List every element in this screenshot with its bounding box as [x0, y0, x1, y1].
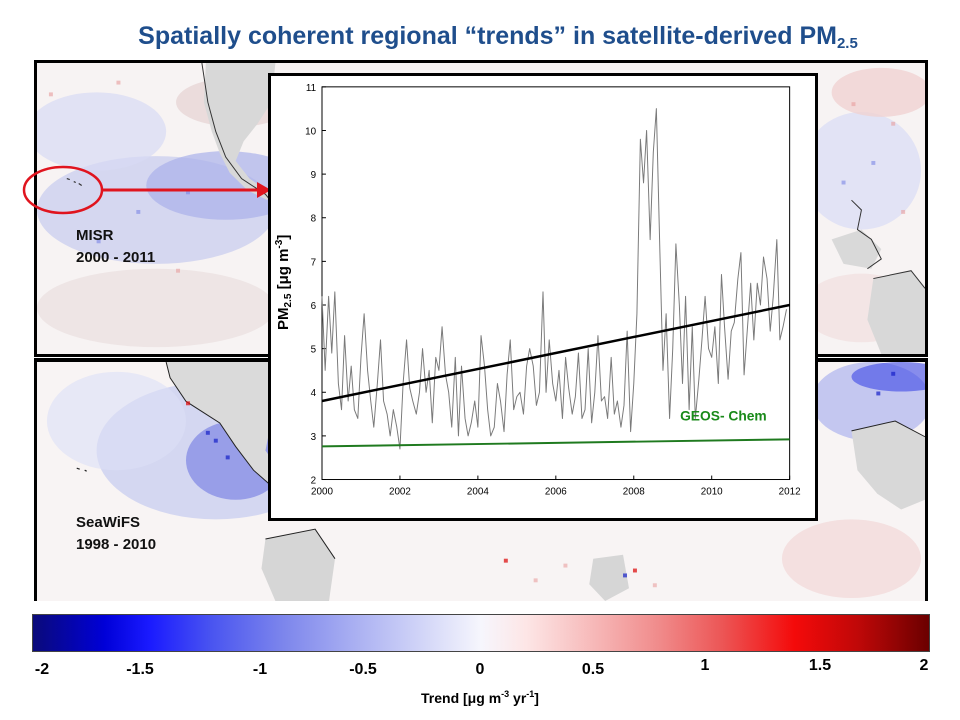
y-tick-label: 8: [311, 214, 317, 225]
pm25-timeseries-inset: 2000 2002 2004 2006 2008 2010 2012 2 3 4 5 6 7 8 9 10 11…: [268, 73, 818, 521]
plot-area: [321, 86, 791, 481]
colorbar-tick-label: 1: [700, 657, 710, 674]
x-tick-label: 2004: [467, 486, 489, 497]
x-tick-label: 2010: [701, 486, 723, 497]
seawifs-label: SeaWiFS 1998 - 2010: [76, 512, 156, 556]
colorbar-tick-label: -0.5: [349, 661, 377, 678]
y-tick-label: 10: [305, 126, 316, 137]
misr-label: MISR 2000 - 2011: [76, 225, 155, 269]
y-tick-label: 7: [311, 257, 316, 268]
colorbar-tick-label: -1: [252, 661, 268, 678]
y-tick-label: 5: [311, 345, 317, 356]
chart-ylabel: PM2.5 [μg m-3]: [274, 234, 294, 330]
y-tick-label: 2: [311, 475, 316, 486]
x-tick-label: 2002: [389, 486, 411, 497]
y-tick-label: 11: [306, 83, 316, 94]
geos-chem-line: [321, 438, 790, 448]
trend-line: [321, 303, 790, 403]
page-title: Spatially coherent regional “trends” in …: [138, 22, 858, 52]
x-tick-label: 2000: [311, 486, 333, 497]
trend-colorbar: [32, 614, 930, 652]
misr-years: 2000 - 2011: [76, 249, 156, 266]
y-tick-label: 6: [311, 301, 317, 312]
misr-instrument: MISR: [76, 227, 114, 244]
colorbar-tick-label: 2: [919, 657, 929, 674]
y-tick-label: 4: [311, 388, 317, 399]
colorbar-tick-label: -1.5: [126, 661, 154, 678]
y-tick-label: 9: [311, 170, 317, 181]
colorbar-tick-label: 0.5: [581, 661, 605, 678]
x-tick-label: 2006: [545, 486, 567, 497]
seawifs-instrument: SeaWiFS: [76, 514, 141, 531]
y-tick-label: 3: [311, 432, 317, 443]
colorbar-tick-label: -2: [34, 661, 50, 678]
colorbar-tick-label: 1.5: [808, 657, 832, 674]
x-tick-label: 2012: [779, 486, 801, 497]
colorbar-tick-label: 0: [475, 661, 485, 678]
colorbar-label: Trend [μg m-3 yr-1]: [421, 689, 539, 706]
geos-chem-label: GEOS- Chem: [680, 408, 767, 424]
pm25-timeseries-chart: 2000 2002 2004 2006 2008 2010 2012 2 3 4 5 6 7 8 9 10 11…: [305, 83, 801, 498]
x-tick-label: 2008: [623, 486, 645, 497]
seawifs-years: 1998 - 2010: [76, 536, 157, 553]
